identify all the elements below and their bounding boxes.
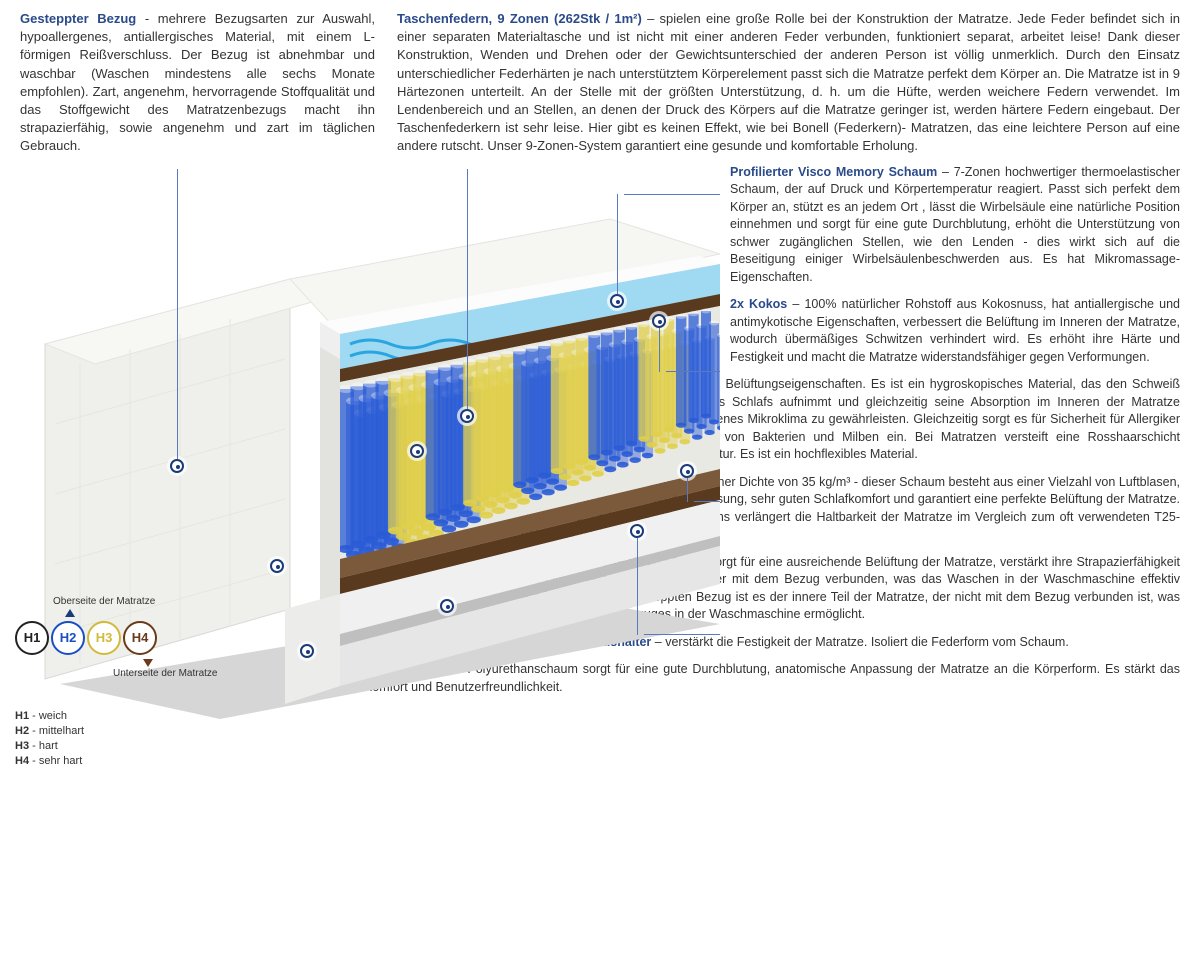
section-bezug: Gesteppter Bezug - mehrere Bezugsarten z… [20,10,375,156]
kokos-text: 100% natürlicher Rohstoff aus Kokosnuss,… [730,297,1180,364]
leader-line [659,328,660,372]
top-text-row: Gesteppter Bezug - mehrere Bezugsarten z… [20,10,1180,156]
federn-text: spielen eine große Rolle bei der Konstru… [397,11,1180,153]
hardness-circle: H2 [51,621,85,655]
leader-line [694,501,720,502]
main-row: Oberseite der Matratze H1H2H3H4 Untersei… [20,164,1180,729]
hardness-level: H3 - hart [15,739,225,754]
triangle-down-icon [143,659,153,667]
federn-sep: – [642,11,660,26]
hotspot-side-icon [270,559,284,573]
leader-line [644,634,720,635]
hotspot-kokos-icon [652,314,666,328]
hardness-circle: H3 [87,621,121,655]
federn-title: Taschenfedern, 9 Zonen (262Stk / 1m²) [397,11,642,26]
hardness-legend: Oberseite der Matratze H1H2H3H4 Untersei… [15,595,225,768]
legend-circles: H1H2H3H4 [15,621,225,655]
hotspot-bezug-icon [170,459,184,473]
hotspot-federn-icon [460,409,474,423]
section-visco: Profilierter Visco Memory Schaum – 7-Zon… [730,164,1180,287]
hardness-circle: H4 [123,621,157,655]
bezug-title: Gesteppter Bezug [20,11,136,26]
hardness-level: H4 - sehr hart [15,754,225,769]
section-federn: Taschenfedern, 9 Zonen (262Stk / 1m²) – … [397,10,1180,156]
leader-line [617,194,618,294]
mattress-diagram: Oberseite der Matratze H1H2H3H4 Untersei… [20,164,720,729]
hotspot-hr-icon [630,524,644,538]
polster-text: verstärkt die Festigkeit der Matratze. I… [665,635,1069,649]
legend-top-label: Oberseite der Matratze [53,595,225,609]
hardness-level: H2 - mittelhart [15,724,225,739]
triangle-up-icon [65,609,75,617]
hardness-circle: H1 [15,621,49,655]
hardness-list: H1 - weichH2 - mittelhartH3 - hartH4 - s… [15,709,225,768]
hotspot-rosshaar-icon [680,464,694,478]
leader-line [637,538,638,635]
bezug-text: mehrere Bezugsarten zur Auswahl, hypoall… [20,11,375,153]
kokos-title: 2x Kokos [730,297,787,311]
leader-line [687,478,688,502]
visco-title: Profilierter Visco Memory Schaum [730,165,937,179]
leader-line [177,169,178,459]
legend-bottom-label: Unterseite der Matratze [113,667,225,681]
hotspot-klima-icon [410,444,424,458]
hardness-level: H1 - weich [15,709,225,724]
hotspot-t25-icon [300,644,314,658]
hotspot-polster-icon [440,599,454,613]
right-details: Profilierter Visco Memory Schaum – 7-Zon… [730,164,1180,729]
visco-text: 7-Zonen hochwertiger thermoelastischer S… [730,165,1180,284]
hotspot-visco-icon [610,294,624,308]
leader-line [624,194,720,195]
bezug-sep: - [136,11,158,26]
section-kokos: 2x Kokos – 100% natürlicher Rohstoff aus… [730,296,1180,366]
leader-line [666,371,720,372]
leader-line [467,169,468,409]
